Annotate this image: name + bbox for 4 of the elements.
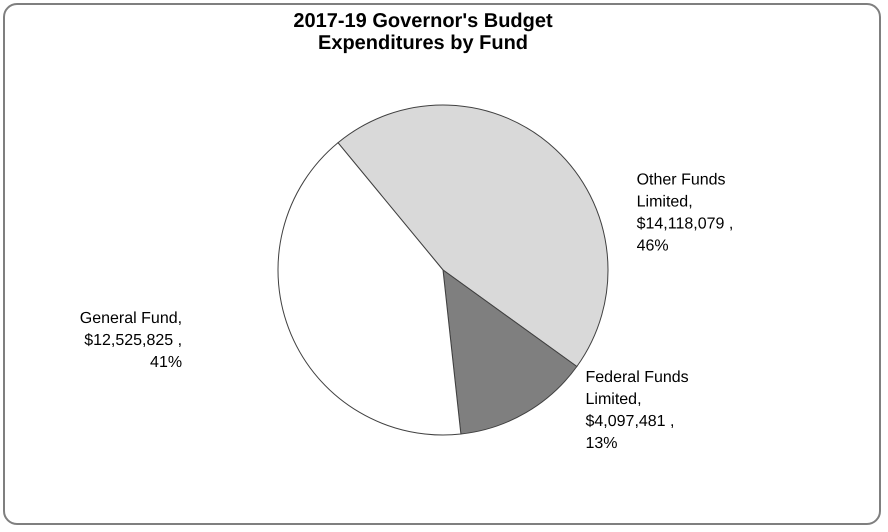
slice-label: Federal Funds Limited, $4,097,481 , 13% bbox=[586, 369, 689, 452]
slice-label: General Fund, $12,525,825 , 41% bbox=[80, 310, 182, 372]
chart-title: 2017-19 Governor's Budget Expenditures by Fund bbox=[293, 10, 553, 54]
slice-label: Other Funds Limited, $14,118,079 , 46% bbox=[636, 172, 734, 255]
